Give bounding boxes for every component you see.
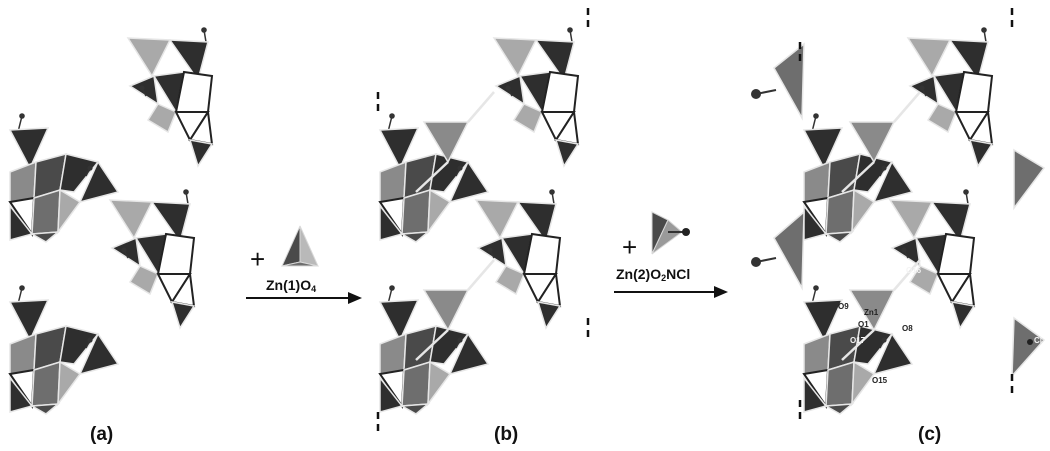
polyhedron-tetrahedron-icon <box>281 225 319 267</box>
atom-label-o15: O15 <box>872 376 888 385</box>
plus-sign-step1: + <box>250 244 266 274</box>
plus-sign-step2: + <box>622 232 638 262</box>
atom-label-o16: O16 <box>906 266 922 275</box>
step2-reagent-label: Zn(2)O2NCl <box>616 266 691 283</box>
atom-label-zn1: Zn1 <box>864 308 879 317</box>
dashed-chain-break-icon <box>798 8 1014 424</box>
atom-label-cl: Cl <box>1034 336 1042 345</box>
panel-label-b: (b) <box>494 424 519 445</box>
atom-label-o17: O17 <box>850 336 866 345</box>
dashed-chain-break-icon <box>376 8 590 434</box>
step1-reagent-label: Zn(1)O4 <box>266 277 317 294</box>
panel-b-structure <box>376 8 590 434</box>
panel-a-structure <box>9 26 213 415</box>
atom-label-o9: O9 <box>838 302 849 311</box>
reaction-arrow-icon <box>246 292 362 304</box>
polyhedron-tetrahedron-icon <box>651 211 690 255</box>
panel-c-structure <box>751 8 1046 424</box>
zn2-tetrahedra <box>751 42 1046 379</box>
atom-label-o1: O1 <box>858 320 869 329</box>
panel-label-a: (a) <box>90 424 114 445</box>
atom-label-o8: O8 <box>902 324 913 333</box>
reaction-arrow-icon <box>614 286 728 298</box>
panel-label-c: (c) <box>918 424 942 445</box>
